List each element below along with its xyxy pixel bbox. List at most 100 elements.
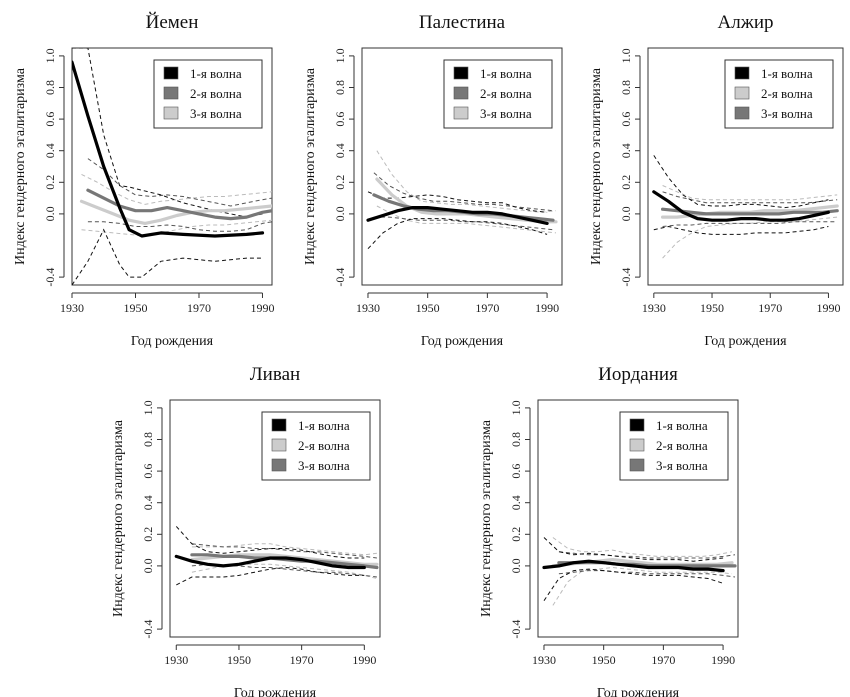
legend-swatch — [453, 86, 469, 100]
legend-swatch — [453, 106, 469, 120]
y-tick-label: 0.0 — [619, 206, 633, 221]
y-tick-label: 0.6 — [43, 112, 57, 127]
legend-label: 3-я волна — [298, 458, 350, 473]
legend-swatch — [163, 86, 179, 100]
ci-lower-line — [373, 216, 554, 231]
plot-frame — [647, 47, 844, 286]
y-tick-label: 0.0 — [509, 558, 523, 573]
y-tick-label: 0.4 — [509, 495, 523, 510]
y-tick-label: 1.0 — [509, 400, 523, 415]
ci-upper-line — [87, 158, 272, 207]
ci-lower-line — [662, 221, 838, 227]
legend-label: 3-я волна — [190, 106, 242, 121]
chart-title: Иордания — [598, 364, 678, 385]
y-tick-label: 0.8 — [333, 80, 347, 95]
chart-title: Алжир — [718, 12, 774, 33]
ci-lower-line — [72, 228, 263, 285]
series-line — [660, 207, 839, 216]
y-tick-label: 0.2 — [619, 175, 633, 190]
series-line — [174, 554, 366, 570]
x-tick-label: 1930 — [532, 653, 556, 667]
y-tick-label: -0.4 — [333, 268, 347, 287]
legend: 1-я волна 2-я волна 3-я волна — [153, 59, 263, 129]
legend-label: 2-я волна — [761, 86, 813, 101]
legend-label: 2-я волна — [656, 438, 708, 453]
y-tick-label: 0.0 — [333, 206, 347, 221]
y-tick-label: 1.0 — [141, 400, 155, 415]
chart-panel: Алжир 1930 1950 1970 1990 -0.4 0.0 0.2 0.4 0.6 0.8… — [589, 12, 844, 349]
x-tick-label: 1930 — [356, 301, 380, 315]
ci-lower-line — [367, 218, 548, 250]
ci-upper-line — [72, 48, 263, 218]
ci-lower-line — [87, 221, 272, 232]
series-line — [542, 559, 725, 573]
chart-panel: Палестина 1930 1950 1970 1990 -0.4 0.0 0.2 0.4 0.… — [303, 12, 563, 349]
legend: 1-я волна 2-я волна 3-я волна — [443, 59, 553, 129]
ci-upper-line — [662, 191, 838, 204]
ci-lower-line — [552, 566, 733, 606]
legend-swatch — [734, 86, 750, 100]
series-line — [372, 193, 555, 222]
legend-label: 2-я волна — [190, 86, 242, 101]
legend-swatch — [734, 66, 750, 80]
y-tick-label: 0.6 — [509, 464, 523, 479]
legend: 1-я волна 2-я волна 3-я волна — [619, 411, 729, 481]
legend-swatch — [734, 106, 750, 120]
y-tick-label: 0.4 — [333, 143, 347, 158]
x-tick-label: 1970 — [651, 653, 675, 667]
y-tick-label: 0.4 — [43, 143, 57, 158]
y-tick-label: 0.0 — [141, 558, 155, 573]
ci-upper-line — [191, 543, 377, 556]
y-tick-label: 1.0 — [619, 48, 633, 63]
series-line — [79, 199, 272, 225]
x-tick-label: 1990 — [535, 301, 559, 315]
y-tick-label: 0.8 — [509, 432, 523, 447]
y-tick-label: 0.6 — [333, 112, 347, 127]
series-line — [652, 190, 831, 222]
x-tick-label: 1990 — [816, 301, 840, 315]
y-tick-label: 0.0 — [43, 206, 57, 221]
ci-lower-line — [81, 219, 272, 237]
y-tick-label: 0.8 — [43, 80, 57, 95]
y-tick-label: -0.4 — [43, 268, 57, 287]
legend-label: 2-я волна — [298, 438, 350, 453]
plot-frame — [537, 399, 739, 638]
y-tick-label: 0.6 — [141, 464, 155, 479]
legend: 1-я волна 2-я волна 3-я волна — [724, 59, 834, 129]
legend-label: 2-я волна — [480, 86, 532, 101]
legend-swatch — [163, 66, 179, 80]
ci-upper-line — [373, 172, 554, 212]
ci-upper-line — [552, 537, 733, 557]
legend-label: 1-я волна — [761, 66, 813, 81]
legend-label: 1-я волна — [190, 66, 242, 81]
y-tick-label: -0.4 — [619, 268, 633, 287]
y-tick-label: 0.6 — [619, 112, 633, 127]
x-tick-label: 1930 — [164, 653, 188, 667]
x-tick-label: 1930 — [60, 301, 84, 315]
y-tick-label: 0.4 — [141, 495, 155, 510]
y-axis-title: Индекс гендерного эгалитаризма — [111, 419, 126, 617]
series-line — [366, 206, 549, 225]
legend-label: 3-я волна — [656, 458, 708, 473]
legend-label: 3-я волна — [480, 106, 532, 121]
ci-upper-line — [662, 185, 838, 201]
y-tick-label: 1.0 — [43, 48, 57, 63]
legend-label: 3-я волна — [761, 106, 813, 121]
y-tick-label: 0.8 — [141, 432, 155, 447]
ci-upper-line — [543, 537, 724, 562]
legend-swatch — [629, 418, 645, 432]
chart-panel: Йемен 1930 1950 1970 1990 -0.4 0.0 0.2 0.4 0.6 0.8… — [13, 12, 274, 349]
y-tick-label: 0.8 — [619, 80, 633, 95]
x-tick-label: 1970 — [758, 301, 782, 315]
ci-lower-line — [191, 563, 378, 579]
x-axis-title: Год рождения — [704, 334, 787, 349]
ci-lower-line — [376, 205, 557, 234]
legend-swatch — [453, 66, 469, 80]
legend-swatch — [629, 438, 645, 452]
ci-upper-line — [653, 155, 829, 209]
x-tick-label: 1970 — [475, 301, 499, 315]
x-tick-label: 1950 — [227, 653, 251, 667]
y-tick-label: 0.2 — [333, 175, 347, 190]
y-tick-label: 0.2 — [509, 527, 523, 542]
x-axis-title: Год рождения — [597, 686, 680, 697]
